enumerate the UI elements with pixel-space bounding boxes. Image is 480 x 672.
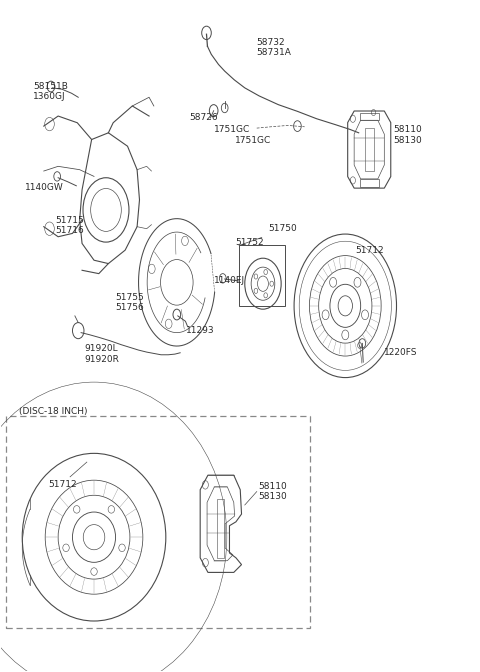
Text: 1140EJ: 1140EJ	[214, 276, 245, 285]
Bar	[360, 112, 379, 120]
Text: 1751GC: 1751GC	[214, 125, 250, 134]
Bar	[239, 245, 285, 306]
Text: 11293: 11293	[186, 326, 215, 335]
Text: 51712: 51712	[48, 480, 77, 489]
Bar	[365, 128, 373, 171]
Text: 51715
51716: 51715 51716	[56, 216, 84, 235]
Bar	[360, 179, 379, 187]
Text: 51755
51756: 51755 51756	[116, 293, 144, 312]
Text: 91920L
91920R: 91920L 91920R	[84, 345, 120, 364]
Text: 58110
58130: 58110 58130	[393, 125, 422, 144]
Text: 58726: 58726	[190, 113, 218, 122]
Text: 51752: 51752	[235, 238, 264, 247]
Text: 1751GC: 1751GC	[235, 136, 272, 144]
Bar	[6, 417, 311, 628]
Text: 51712: 51712	[355, 246, 384, 255]
Bar	[217, 499, 224, 558]
Text: 58732
58731A: 58732 58731A	[257, 38, 292, 57]
Text: 1220FS: 1220FS	[384, 347, 417, 357]
Text: 51750: 51750	[269, 224, 298, 233]
Text: (DISC-18 INCH): (DISC-18 INCH)	[19, 407, 87, 415]
Text: 1140GW: 1140GW	[24, 183, 63, 192]
Text: 58151B
1360GJ: 58151B 1360GJ	[33, 81, 68, 101]
Text: 58110
58130: 58110 58130	[258, 482, 287, 501]
